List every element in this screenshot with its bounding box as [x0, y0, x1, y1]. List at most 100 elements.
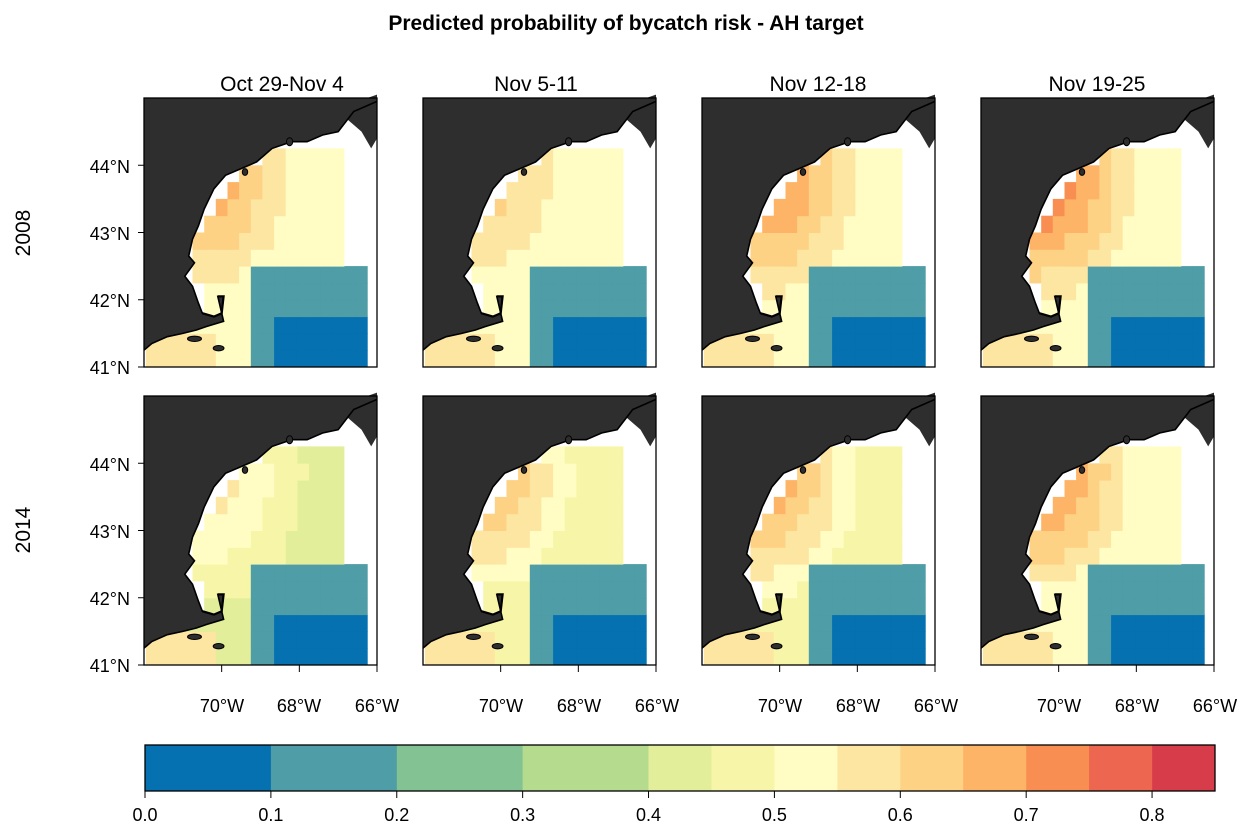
risk-cell — [553, 232, 566, 250]
risk-cell — [309, 597, 322, 616]
risk-cell — [576, 648, 589, 666]
lon-tick-70-col1: 70°W — [200, 696, 244, 716]
risk-cell — [855, 282, 868, 301]
risk-cell — [483, 597, 496, 616]
risk-cell — [1169, 148, 1182, 166]
risk-cell — [1041, 580, 1054, 599]
risk-cell — [1157, 648, 1170, 666]
risk-cell — [250, 480, 263, 498]
risk-cell — [355, 597, 368, 616]
risk-cell — [890, 480, 903, 498]
risk-cell — [297, 282, 310, 301]
risk-cell — [564, 198, 577, 217]
risk-cell — [785, 249, 798, 267]
risk-cell — [180, 648, 193, 666]
risk-cell — [564, 232, 577, 250]
risk-cell — [785, 350, 798, 368]
risk-cell — [494, 496, 507, 515]
risk-cell — [1122, 564, 1135, 582]
risk-cell — [1111, 597, 1124, 616]
risk-cell — [344, 648, 357, 666]
risk-cell — [1029, 547, 1042, 565]
risk-cell — [518, 547, 531, 565]
risk-cell — [332, 648, 345, 666]
risk-cell — [1169, 530, 1182, 548]
risk-cell — [1076, 648, 1089, 666]
risk-cell — [832, 446, 845, 464]
risk-cell — [309, 182, 322, 200]
risk-cell — [913, 316, 926, 334]
risk-cell — [436, 350, 449, 368]
risk-cell — [1099, 266, 1112, 284]
risk-cell — [332, 148, 345, 166]
risk-cell — [797, 215, 810, 233]
risk-cell — [215, 564, 228, 582]
risk-cell — [239, 299, 252, 318]
risk-cell — [227, 350, 240, 368]
risk-cell — [808, 299, 821, 318]
risk-cell — [1076, 333, 1089, 351]
risk-cell — [262, 316, 275, 334]
risk-cell — [541, 547, 554, 565]
risk-cell — [1146, 513, 1159, 531]
risk-cell — [913, 648, 926, 666]
risk-cell — [215, 350, 228, 368]
risk-cell — [797, 547, 810, 565]
risk-cell — [1064, 215, 1077, 233]
risk-cell — [1169, 232, 1182, 250]
risk-cell — [471, 648, 484, 666]
risk-cell — [611, 648, 624, 666]
risk-cell — [762, 648, 775, 666]
risk-cell — [227, 513, 240, 531]
risk-cell — [1157, 463, 1170, 481]
risk-cell — [250, 215, 263, 233]
risk-cell — [623, 299, 636, 318]
colorbar-swatch — [145, 745, 272, 791]
island — [491, 643, 504, 650]
risk-cell — [750, 266, 763, 284]
risk-cell — [785, 496, 798, 515]
risk-cell — [599, 530, 612, 548]
risk-cell — [320, 249, 333, 267]
risk-cell — [274, 480, 287, 498]
risk-cell — [576, 530, 589, 548]
risk-cell — [820, 614, 833, 632]
nova-scotia-land — [615, 392, 656, 447]
island — [1049, 345, 1062, 352]
risk-cell — [297, 165, 310, 183]
risk-cell — [285, 614, 298, 632]
risk-cell — [529, 496, 542, 515]
risk-cell — [239, 198, 252, 217]
risk-cell — [588, 446, 601, 464]
risk-cell — [1064, 564, 1077, 582]
risk-cell — [1076, 597, 1089, 616]
risk-cell — [982, 350, 995, 368]
risk-cell — [215, 513, 228, 531]
colorbar-frame — [144, 744, 1216, 792]
risk-cell — [297, 198, 310, 217]
risk-cell — [518, 282, 531, 301]
lat-tick-41-top: 41°N — [90, 358, 130, 378]
colorbar-swatch — [522, 745, 649, 791]
colorbar-tick-label: 0.2 — [384, 805, 409, 825]
risk-cell — [518, 564, 531, 582]
risk-cell — [634, 299, 647, 318]
risk-cell — [553, 148, 566, 166]
cape-cod-outline — [1038, 295, 1062, 318]
risk-cell — [843, 232, 856, 250]
risk-cell — [564, 597, 577, 616]
risk-cell — [506, 513, 519, 531]
risk-cell — [285, 463, 298, 481]
nova-scotia-land — [336, 392, 377, 447]
risk-cell — [1169, 513, 1182, 531]
risk-cell — [494, 215, 507, 233]
risk-cell — [611, 165, 624, 183]
risk-cell — [262, 333, 275, 351]
risk-cell — [309, 215, 322, 233]
risk-cell — [867, 282, 880, 301]
island — [466, 633, 481, 641]
risk-cell — [1157, 631, 1170, 649]
risk-cell — [1052, 564, 1065, 582]
risk-cell — [285, 232, 298, 250]
risk-cell — [576, 148, 589, 166]
